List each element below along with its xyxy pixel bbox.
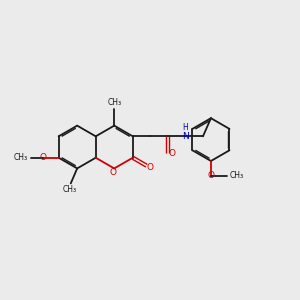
Text: CH₃: CH₃ — [230, 172, 244, 181]
Text: CH₃: CH₃ — [107, 98, 121, 107]
Text: O: O — [207, 172, 214, 181]
Text: CH₃: CH₃ — [14, 153, 28, 162]
Text: O: O — [168, 149, 175, 158]
Text: O: O — [39, 153, 46, 162]
Text: O: O — [110, 168, 117, 177]
Text: O: O — [147, 163, 154, 172]
Text: H: H — [182, 123, 188, 132]
Text: CH₃: CH₃ — [62, 184, 76, 194]
Text: N: N — [182, 132, 189, 141]
